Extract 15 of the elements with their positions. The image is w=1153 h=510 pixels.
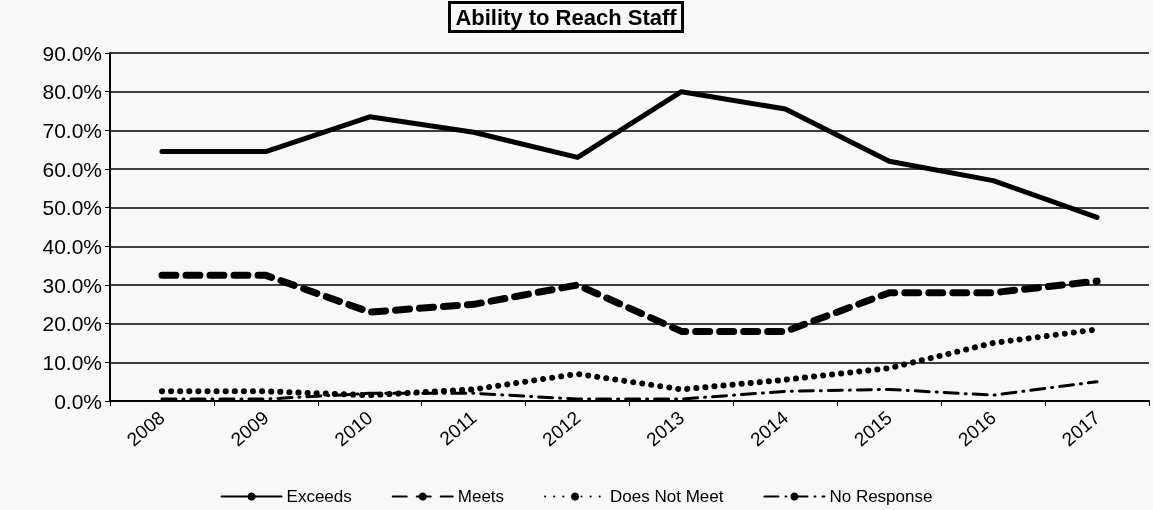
legend-label: Exceeds <box>286 487 352 506</box>
y-tick-label: 0.0% <box>54 389 102 413</box>
y-tick-label: 30.0% <box>42 273 102 297</box>
y-tick-label: 40.0% <box>42 234 102 258</box>
y-tick-label: 50.0% <box>42 196 102 220</box>
legend-label: No Response <box>829 487 933 506</box>
y-tick-label: 90.0% <box>42 41 102 65</box>
y-tick-label: 20.0% <box>42 312 102 336</box>
y-tick-label: 60.0% <box>42 157 102 181</box>
y-tick-label: 10.0% <box>42 350 102 374</box>
y-tick-label: 70.0% <box>42 118 102 142</box>
legend-label: Does Not Meet <box>610 487 724 506</box>
legend-label: Meets <box>457 487 505 506</box>
chart-title: Ability to Reach Staff <box>455 4 678 30</box>
y-tick-label: 80.0% <box>42 80 102 104</box>
